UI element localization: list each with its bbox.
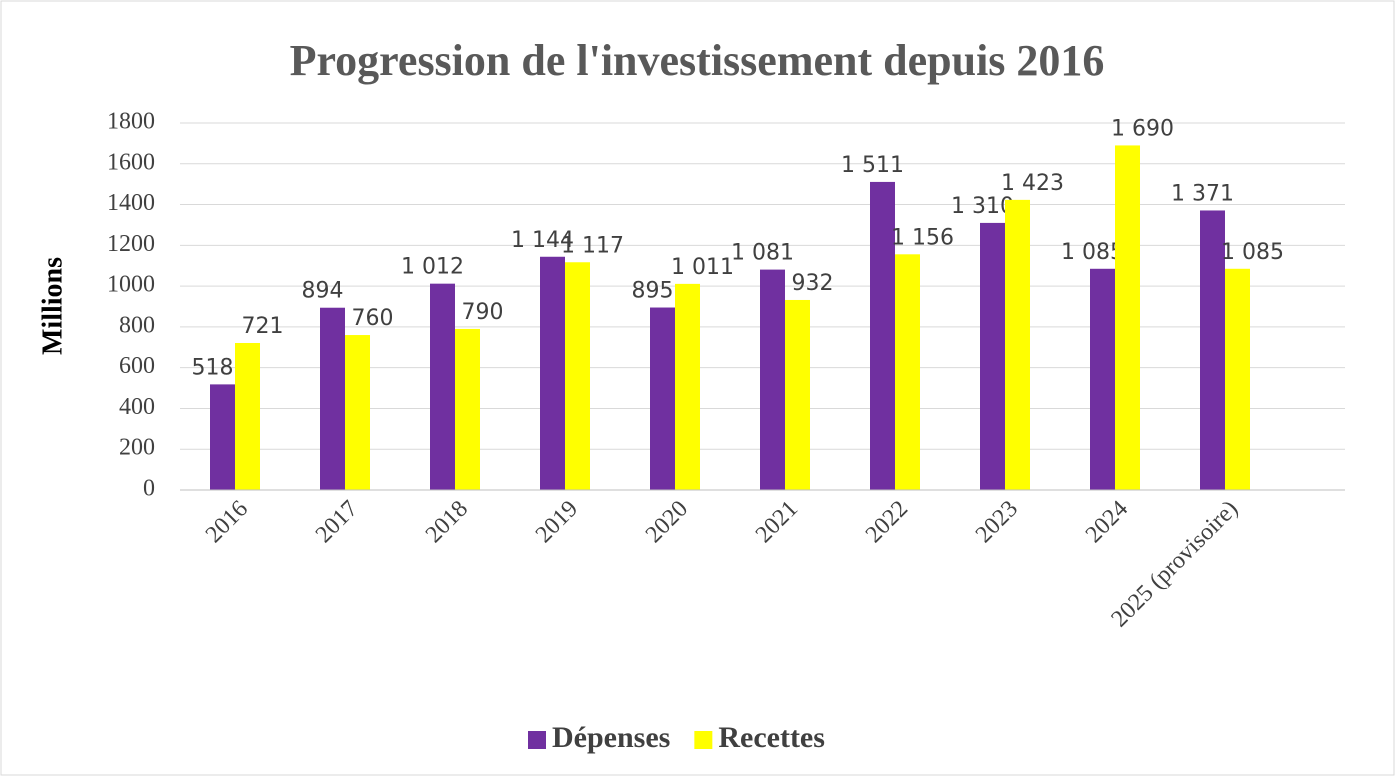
data-label: 1 310 [951, 194, 1014, 219]
data-label: 1 156 [891, 225, 954, 250]
y-tick-label: 1600 [107, 149, 155, 175]
bar [430, 283, 455, 490]
data-label: 1 085 [1221, 240, 1284, 265]
data-label: 1 371 [1171, 181, 1234, 206]
y-tick-label: 1400 [107, 190, 155, 216]
data-label: 1 423 [1001, 171, 1064, 196]
data-label: 895 [632, 279, 674, 304]
data-label: 760 [352, 306, 394, 331]
data-label: 1 085 [1061, 240, 1124, 265]
data-label: 1 144 [511, 228, 574, 253]
bar [235, 342, 260, 490]
data-label: 1 011 [671, 255, 734, 280]
data-label: 721 [242, 314, 284, 339]
data-label: 1 081 [731, 241, 794, 266]
bar [455, 328, 480, 490]
data-label: 894 [302, 279, 344, 304]
bar [1200, 210, 1225, 491]
bar [210, 384, 235, 490]
legend-swatch [528, 731, 546, 749]
bar [1090, 268, 1115, 490]
data-label: 1 117 [561, 233, 624, 258]
bar [980, 222, 1005, 490]
bar [345, 335, 370, 490]
y-tick-label: 1000 [107, 272, 155, 298]
chart-title: Progression de l'investissement depuis 2… [290, 36, 1105, 85]
data-label: 790 [462, 300, 504, 325]
y-tick-label: 600 [119, 353, 155, 379]
data-label: 1 012 [401, 255, 464, 280]
bar [540, 256, 565, 490]
y-axis-title: Millions [37, 257, 68, 355]
y-tick-label: 0 [143, 476, 155, 502]
bar [1005, 199, 1030, 491]
y-tick-label: 200 [119, 435, 155, 461]
bar [565, 262, 590, 490]
data-label: 932 [792, 271, 834, 296]
y-tick-label: 1800 [107, 109, 155, 135]
y-tick-label: 800 [119, 312, 155, 338]
bar [650, 307, 675, 490]
bar [785, 299, 810, 490]
data-label: 1 511 [841, 153, 904, 178]
y-tick-label: 1200 [107, 231, 155, 257]
bar [760, 269, 785, 490]
y-tick-label: 400 [119, 394, 155, 420]
bar [1115, 145, 1140, 490]
legend-label: Dépenses [552, 721, 670, 754]
legend-swatch [694, 731, 713, 749]
data-label: 1 690 [1111, 116, 1174, 141]
bar [895, 254, 920, 490]
bar [675, 283, 700, 490]
legend-label: Recettes [718, 721, 825, 754]
data-label: 518 [192, 355, 234, 380]
bar [870, 181, 895, 490]
bar [1225, 268, 1250, 490]
bar [320, 307, 345, 490]
